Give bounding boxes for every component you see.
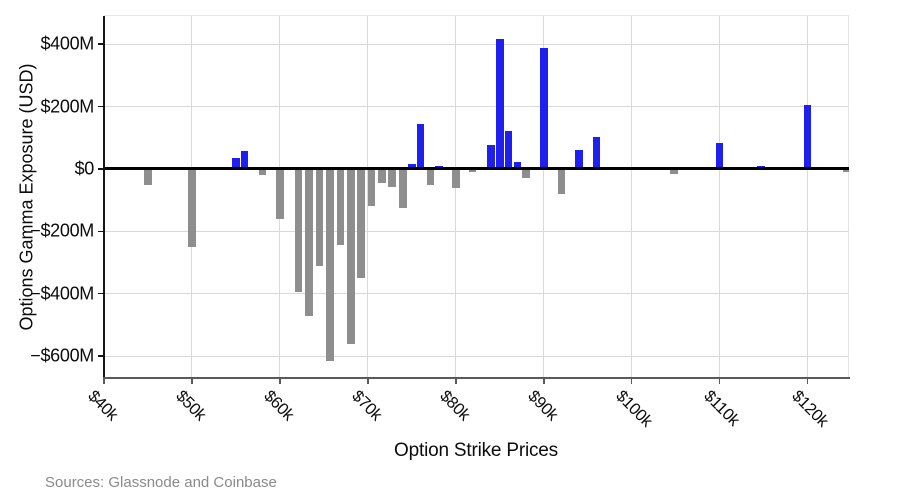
y-tick-label: $0 bbox=[74, 158, 95, 179]
y-tick-label: $400M bbox=[40, 33, 94, 54]
y-tick-mark bbox=[98, 105, 104, 108]
x-tick-mark bbox=[455, 378, 457, 384]
plot-right-border bbox=[848, 16, 849, 378]
x-tick-mark bbox=[103, 378, 105, 384]
y-tick-mark bbox=[98, 43, 104, 45]
x-tick-label: $120k bbox=[787, 387, 832, 431]
bar bbox=[276, 168, 284, 219]
bar bbox=[504, 131, 513, 169]
bar bbox=[144, 168, 152, 185]
bar bbox=[378, 168, 386, 183]
bar bbox=[258, 168, 267, 176]
bar bbox=[416, 123, 425, 169]
bar bbox=[408, 164, 416, 169]
bar bbox=[240, 150, 249, 169]
bar bbox=[592, 136, 601, 169]
bar bbox=[305, 168, 313, 316]
x-tick-label: $90k bbox=[524, 387, 562, 425]
x-tick-mark bbox=[806, 378, 809, 384]
x-axis-title: Option Strike Prices bbox=[394, 440, 558, 461]
y-tick-mark bbox=[98, 355, 104, 357]
h-gridline bbox=[104, 43, 849, 45]
y-tick-label: −$600M bbox=[30, 345, 94, 366]
bar bbox=[803, 104, 812, 169]
bar bbox=[367, 168, 376, 206]
x-tick-mark bbox=[191, 378, 193, 384]
h-gridline bbox=[104, 355, 849, 357]
bar bbox=[557, 168, 566, 194]
bar bbox=[757, 165, 765, 169]
x-tick-mark bbox=[630, 378, 633, 384]
h-gridline bbox=[104, 106, 849, 107]
x-tick-label: $70k bbox=[348, 387, 386, 425]
v-gridline bbox=[631, 16, 633, 378]
bar bbox=[575, 150, 583, 169]
bar bbox=[522, 168, 530, 179]
h-gridline bbox=[104, 230, 849, 232]
bar bbox=[715, 143, 724, 169]
bar bbox=[540, 47, 548, 169]
bar bbox=[388, 168, 396, 187]
plot-top-border bbox=[104, 15, 849, 16]
bar bbox=[452, 168, 460, 189]
bar bbox=[435, 165, 443, 169]
x-tick-label: $40k bbox=[84, 387, 122, 425]
y-tick-label: −$400M bbox=[30, 283, 94, 304]
h-gridline bbox=[104, 293, 849, 295]
bar bbox=[670, 168, 678, 174]
bar bbox=[294, 168, 303, 293]
y-tick-mark bbox=[98, 230, 104, 233]
y-tick-label: $200M bbox=[40, 96, 94, 116]
x-tick-label: $60k bbox=[260, 387, 298, 425]
y-tick-mark bbox=[98, 168, 104, 170]
x-tick-mark bbox=[718, 378, 721, 384]
x-tick-mark bbox=[279, 378, 281, 384]
bar bbox=[357, 168, 365, 279]
bar bbox=[336, 168, 345, 246]
bar bbox=[315, 168, 324, 266]
bar bbox=[347, 168, 355, 344]
zero-line bbox=[104, 167, 849, 171]
v-gridline bbox=[455, 16, 457, 378]
bar bbox=[188, 168, 196, 247]
bar bbox=[399, 168, 407, 208]
x-tick-mark bbox=[543, 378, 545, 384]
plot-area bbox=[104, 16, 849, 378]
bar bbox=[843, 168, 849, 173]
bar bbox=[496, 39, 504, 169]
v-gridline bbox=[807, 16, 809, 378]
x-axis-line bbox=[103, 377, 850, 379]
y-tick-label: −$200M bbox=[30, 220, 94, 241]
x-tick-label: $110k bbox=[699, 387, 743, 430]
bar bbox=[232, 157, 240, 169]
bar bbox=[468, 168, 477, 173]
x-tick-label: $100k bbox=[612, 387, 656, 431]
bar bbox=[326, 168, 334, 361]
source-note: Sources: Glassnode and Coinbase bbox=[45, 474, 277, 491]
x-tick-mark bbox=[367, 378, 369, 384]
y-tick-mark bbox=[98, 292, 104, 295]
bar bbox=[513, 162, 522, 169]
v-gridline bbox=[719, 16, 721, 378]
v-gridline bbox=[543, 16, 545, 378]
bar bbox=[426, 168, 435, 185]
y-axis-line bbox=[103, 16, 105, 379]
bar bbox=[487, 144, 495, 169]
x-tick-label: $80k bbox=[436, 387, 474, 425]
x-tick-label: $50k bbox=[172, 387, 210, 425]
